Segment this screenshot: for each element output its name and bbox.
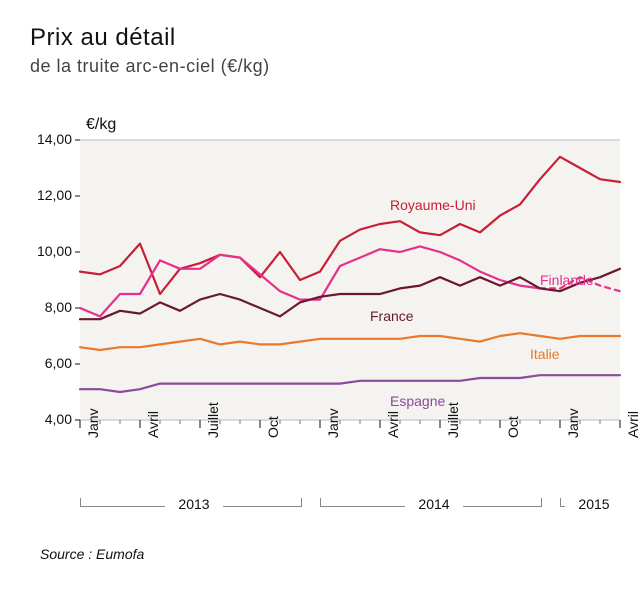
x-tick-label: Oct <box>505 416 521 438</box>
x-tick-label: Juillet <box>445 402 461 438</box>
x-tick-label: Janv <box>565 408 581 438</box>
y-tick-label: 6,00 <box>22 355 72 371</box>
source-prefix: Source : <box>40 546 92 562</box>
x-tick-label: Avril <box>385 411 401 438</box>
y-tick-label: 4,00 <box>22 411 72 427</box>
y-tick-label: 14,00 <box>22 131 72 147</box>
year-label: 2014 <box>405 496 463 512</box>
series-label: Espagne <box>390 393 445 409</box>
series-label: Italie <box>530 346 560 362</box>
y-tick-label: 8,00 <box>22 299 72 315</box>
source-value: Eumofa <box>96 546 144 562</box>
x-tick-label: Juillet <box>205 402 221 438</box>
series-label: Finlande <box>540 272 594 288</box>
source-text: Source : Eumofa <box>40 546 144 562</box>
x-tick-label: Avril <box>145 411 161 438</box>
y-tick-label: 12,00 <box>22 187 72 203</box>
x-tick-label: Janv <box>85 408 101 438</box>
x-tick-label: Avril <box>625 411 640 438</box>
year-label: 2013 <box>165 496 223 512</box>
x-tick-label: Oct <box>265 416 281 438</box>
year-label: 2015 <box>565 496 623 512</box>
series-label: France <box>370 308 414 324</box>
x-tick-label: Janv <box>325 408 341 438</box>
y-tick-label: 10,00 <box>22 243 72 259</box>
series-label: Royaume-Uni <box>390 197 476 213</box>
